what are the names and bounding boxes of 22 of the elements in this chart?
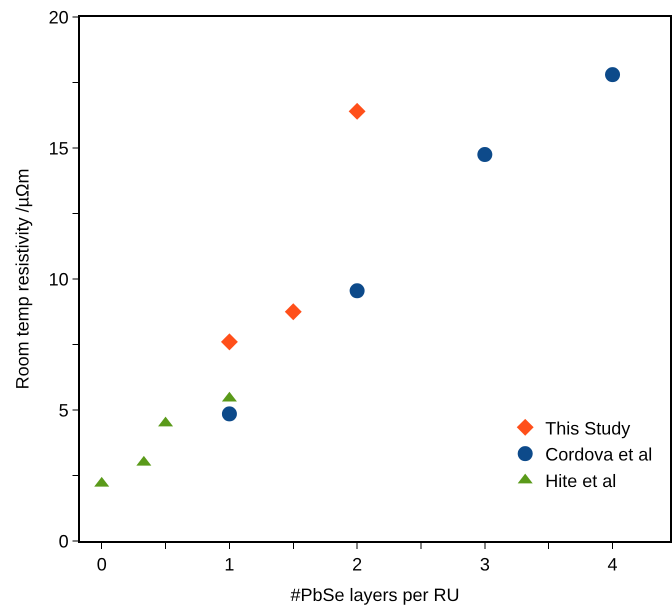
x-axis-title: #PbSe layers per RU <box>290 584 460 605</box>
point <box>284 303 302 320</box>
y-tick-label: 15 <box>48 138 69 158</box>
x-tick-label: 0 <box>96 554 107 574</box>
point <box>348 102 366 120</box>
y-tick-label: 20 <box>48 7 69 28</box>
legend-label: Hite et al <box>545 471 616 492</box>
point <box>605 67 620 82</box>
x-tick-label: 2 <box>352 554 362 574</box>
legend-label: This Study <box>545 418 630 438</box>
x-tick-label: 4 <box>608 554 618 574</box>
point <box>222 406 237 422</box>
legend-label: Cordova et al <box>545 444 652 465</box>
y-tick-label: 5 <box>58 400 69 420</box>
point <box>477 147 492 162</box>
point <box>350 283 365 298</box>
point <box>220 333 238 350</box>
y-axis-title: Room temp resistivity /µΩm <box>12 168 32 390</box>
x-tick-label: 1 <box>224 554 234 574</box>
y-tick-label: 0 <box>58 531 69 552</box>
x-tick-label: 3 <box>480 554 490 574</box>
y-tick-label: 10 <box>48 269 69 290</box>
